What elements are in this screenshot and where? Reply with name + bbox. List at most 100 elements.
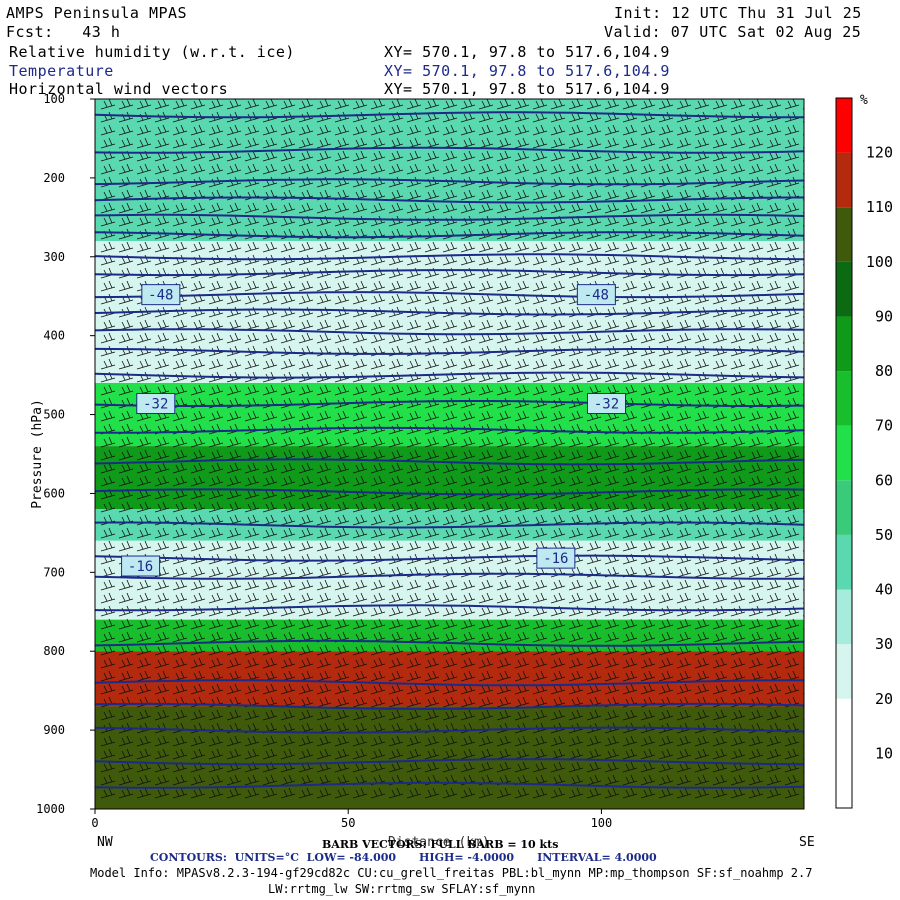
contours-low: LOW= -84.000 [306,851,397,864]
wind-barb [460,475,476,487]
wind-barb [298,618,314,630]
wind-barb [406,618,422,630]
wind-barb [262,163,278,175]
wind-barb [118,410,134,422]
wind-barb [118,709,134,721]
wind-barb [154,501,170,513]
wind-barb [496,436,512,448]
wind-barb [298,540,314,552]
wind-barb [262,241,278,253]
wind-barb [280,124,296,136]
wind-barb [334,527,350,539]
wind-barb [442,579,458,591]
wind-barb [316,293,332,305]
wind-barb [496,631,512,643]
wind-barb [244,280,260,292]
wind-barb [676,787,692,799]
wind-barb [190,436,206,448]
colorbar-segment [836,589,852,645]
colorbar-tick-label: 70 [875,417,893,435]
wind-barb [748,683,764,695]
temperature-contour [95,371,804,379]
wind-barb [550,527,566,539]
wind-barb [802,680,804,682]
wind-barb [496,618,512,630]
temperature-contour [95,213,804,221]
wind-barb [802,342,804,344]
wind-barb [208,384,224,396]
wind-barb [262,709,278,721]
wind-barb [712,137,728,149]
wind-barb [748,202,764,214]
wind-barb [532,657,548,669]
wind-barb [370,163,386,175]
wind-barb [496,124,512,136]
wind-barb [136,358,152,370]
wind-barb [460,709,476,721]
wind-barb [550,384,566,396]
wind-barb [442,293,458,305]
wind-barb [532,670,548,682]
colorbar-tick-label: 110 [866,198,893,216]
x-tick-label: 100 [591,816,613,830]
wind-barb [586,592,602,604]
contour-label: -16 [543,551,568,567]
wind-barb [388,527,404,539]
wind-barb [280,774,296,786]
colorbar-segment [836,261,852,317]
wind-barb [244,358,260,370]
wind-barb [478,670,494,682]
wind-barb [604,592,620,604]
wind-barb [154,592,170,604]
wind-barb [154,163,170,175]
wind-barb [280,163,296,175]
wind-barb [550,709,566,721]
y-tick-label: 900 [43,723,65,737]
wind-barb [460,319,476,331]
wind-barb [712,748,728,760]
wind-barb [586,657,602,669]
wind-barb [460,99,476,110]
colorbar-segment [836,753,852,808]
wind-barb [208,99,224,110]
wind-barb [478,319,494,331]
wind-barb [136,540,152,552]
wind-barb [244,124,260,136]
wind-barb [460,540,476,552]
wind-barb [244,748,260,760]
field-xy-temperature: XY= 570.1, 97.8 to 517.6,104.9 [384,62,670,80]
wind-barb [766,462,782,474]
wind-barb [802,277,804,279]
wind-barb [406,644,422,656]
wind-barb [532,99,548,110]
wind-barb [730,410,746,422]
wind-barb [568,579,584,591]
wind-barb [352,501,368,513]
wind-barb [370,670,386,682]
wind-barb [424,410,440,422]
wind-barb [676,99,692,110]
wind-barb [316,514,332,526]
wind-barb [766,436,782,448]
wind-barb [460,202,476,214]
wind-barb [316,579,332,591]
wind-barb [802,797,804,799]
temperature-contour [95,726,804,734]
wind-barb [676,202,692,214]
wind-barb [208,566,224,578]
wind-barb [298,280,314,292]
wind-barb [694,332,710,344]
wind-barb [730,787,746,799]
wind-barb [658,527,674,539]
wind-barb [748,501,764,513]
wind-barb [136,332,152,344]
wind-barb [604,332,620,344]
wind-barb [262,358,278,370]
wind-barb [748,280,764,292]
wind-barb [100,384,116,396]
temperature-contour [95,328,804,336]
wind-barb [406,501,422,513]
wind-barb [658,137,674,149]
wind-barb [262,748,278,760]
wind-barb [424,384,440,396]
